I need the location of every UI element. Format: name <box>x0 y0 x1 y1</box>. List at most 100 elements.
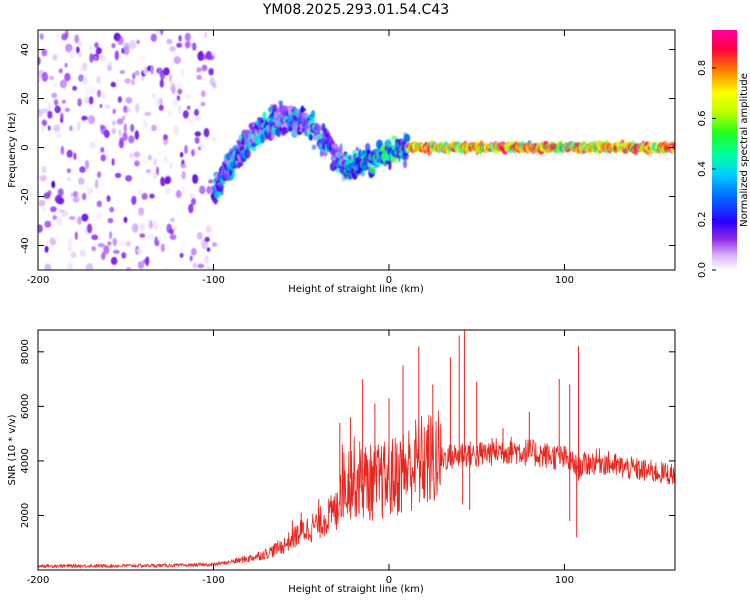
heatmap-cell <box>121 252 127 259</box>
heatmap-cell <box>139 233 146 238</box>
heatmap-cell <box>95 47 102 55</box>
heatmap-cell <box>117 35 124 46</box>
heatmap-cell <box>212 82 217 89</box>
heatmap-cell <box>88 115 95 125</box>
heatmap-cell <box>133 151 141 158</box>
heatmap-cell <box>110 81 117 88</box>
heatmap-cell <box>112 237 117 247</box>
heatmap-cell <box>310 110 316 119</box>
heatmap-cell <box>206 247 211 252</box>
heatmap-cell <box>69 125 73 132</box>
heatmap-cell <box>86 187 94 195</box>
heatmap-cell <box>94 42 99 49</box>
heatmap-cell <box>77 51 83 58</box>
heatmap-cell <box>117 240 125 246</box>
y-tick-label: 40 <box>20 43 31 56</box>
heatmap-cell <box>369 166 377 174</box>
heatmap-cell <box>169 46 177 52</box>
heatmap-cell <box>141 156 149 165</box>
y-tick-label: 20 <box>20 92 31 105</box>
heatmap-cell <box>124 45 130 56</box>
heatmap-cell <box>137 189 143 196</box>
heatmap-cell <box>66 149 73 158</box>
heatmap-cell <box>138 207 145 216</box>
heatmap-cell <box>90 86 97 94</box>
heatmap-cell <box>197 263 205 269</box>
heatmap-cell <box>72 85 78 91</box>
heatmap-cell <box>93 55 98 60</box>
heatmap-cell <box>64 62 68 68</box>
heatmap-cell <box>118 129 122 137</box>
x-tick-label: 100 <box>555 275 574 286</box>
heatmap-cell <box>181 68 185 78</box>
heatmap-cell <box>169 162 173 169</box>
heatmap-cell <box>52 54 58 61</box>
colorbar-gradient <box>712 30 737 270</box>
heatmap-cell <box>123 216 128 223</box>
x-tick-label: -100 <box>202 275 225 286</box>
heatmap-cell <box>69 49 77 59</box>
heatmap-cell <box>281 105 289 111</box>
heatmap-cell <box>131 223 139 233</box>
heatmap-cell <box>180 185 187 194</box>
heatmap-cell <box>107 217 114 224</box>
heatmap-cell <box>100 147 105 153</box>
x-tick-label: -100 <box>202 575 225 586</box>
heatmap-cell <box>91 234 99 241</box>
heatmap-cell <box>199 185 206 195</box>
heatmap-cell <box>61 99 66 104</box>
heatmap-cell <box>67 243 72 253</box>
snr-y-ticks: 2000 4000 6000 8000 <box>20 339 675 528</box>
heatmap-cell <box>191 247 197 256</box>
heatmap-cell <box>98 54 106 62</box>
y-tick-label: 6000 <box>20 394 31 419</box>
heatmap-cell <box>308 134 313 141</box>
heatmap-cell <box>169 73 173 83</box>
heatmap-cell <box>155 97 162 107</box>
heatmap-cell <box>231 168 236 179</box>
heatmap-cell <box>88 96 94 105</box>
snr-background <box>38 330 675 570</box>
heatmap-cell <box>200 90 206 98</box>
heatmap-cell <box>49 75 55 81</box>
heatmap-cell <box>83 75 88 86</box>
heatmap-cell <box>103 245 110 255</box>
heatmap-cell <box>208 179 214 184</box>
heatmap-cell <box>178 35 182 42</box>
heatmap-cell <box>111 158 115 166</box>
heatmap-cell <box>137 261 145 269</box>
heatmap-cell <box>109 206 115 213</box>
heatmap-cell <box>99 104 103 108</box>
heatmap-cell <box>143 119 148 129</box>
heatmap-cell <box>84 96 90 104</box>
heatmap-cell <box>189 193 195 199</box>
heatmap-cell <box>77 98 82 107</box>
heatmap-cell <box>203 31 208 39</box>
heatmap-cell <box>180 164 187 169</box>
heatmap-cell <box>96 200 103 207</box>
heatmap-cell <box>194 136 200 144</box>
heatmap-cell <box>77 216 82 225</box>
heatmap-cell <box>82 62 88 72</box>
heatmap-cell <box>149 219 153 229</box>
heatmap-cell <box>74 34 80 44</box>
heatmap-cell <box>166 38 173 45</box>
heatmap-cell <box>65 43 73 53</box>
heatmap-cell <box>211 136 216 143</box>
spectrogram-frame <box>37 29 676 271</box>
colorbar-ticks: 0.0 0.2 0.4 0.6 0.8 <box>697 60 716 278</box>
heatmap-cell <box>41 119 48 127</box>
heatmap-cell <box>42 206 46 213</box>
heatmap-cell <box>194 131 202 137</box>
heatmap-cell <box>119 70 126 75</box>
heatmap-cell <box>104 143 109 148</box>
y-tick-label: 0 <box>20 144 31 150</box>
heatmap-cell <box>77 41 83 48</box>
heatmap-cell <box>138 55 147 61</box>
heatmap-cell <box>60 145 65 155</box>
colorbar-tick-label: 0.8 <box>697 60 708 76</box>
heatmap-cell <box>136 39 140 45</box>
heatmap-cell <box>144 111 152 117</box>
heatmap-cell <box>158 104 164 111</box>
